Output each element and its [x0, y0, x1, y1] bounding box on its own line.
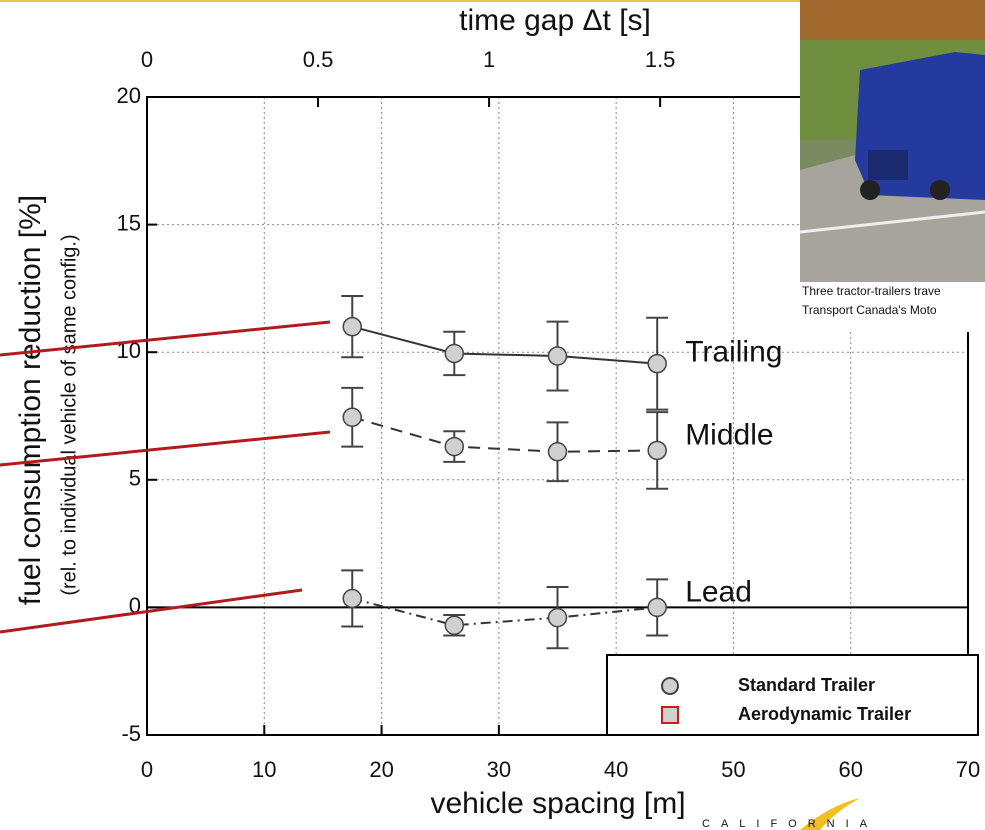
data-point	[648, 598, 666, 616]
legend-label: Aerodynamic Trailer	[738, 704, 911, 724]
series-label: Lead	[685, 575, 752, 608]
data-point	[445, 438, 463, 456]
photo-caption: Three tractor-trailers trave	[802, 284, 941, 298]
x-tick-label: 60	[838, 757, 862, 782]
logo-text: CALIFORNIA	[702, 818, 878, 830]
x2-tick-label: 0.5	[303, 47, 334, 72]
x2-tick-label: 1	[483, 47, 495, 72]
data-point	[343, 318, 361, 336]
x-tick-label: 70	[956, 757, 980, 782]
legend-marker	[662, 707, 678, 723]
y-tick-label: 15	[117, 210, 141, 235]
y-tick-label: -5	[121, 721, 141, 746]
x2-tick-label: 0	[141, 47, 153, 72]
series-label: Trailing	[685, 336, 782, 369]
data-point	[648, 441, 666, 459]
data-point	[445, 344, 463, 362]
data-point	[549, 609, 567, 627]
data-point	[549, 347, 567, 365]
screenshot: 01020304050607000.511.5-505101520Trailin…	[0, 0, 985, 830]
x-tick-label: 20	[369, 757, 393, 782]
x-tick-label: 50	[721, 757, 745, 782]
photo-caption: Transport Canada's Moto	[802, 303, 937, 317]
y-axis-sublabel: (rel. to individual vehicle of same conf…	[58, 234, 80, 595]
x-tick-label: 0	[141, 757, 153, 782]
data-point	[343, 408, 361, 426]
y-axis-label: fuel consumption reduction [%]	[14, 195, 47, 605]
x-tick-label: 40	[604, 757, 628, 782]
series-label: Middle	[685, 418, 773, 451]
y-tick-label: 5	[129, 466, 141, 491]
x-tick-label: 30	[487, 757, 511, 782]
x2-tick-label: 1.5	[645, 47, 676, 72]
data-point	[549, 443, 567, 461]
data-point	[648, 355, 666, 373]
data-point	[343, 589, 361, 607]
x2-axis-label: time gap Δt [s]	[459, 4, 651, 37]
x-tick-label: 10	[252, 757, 276, 782]
y-tick-label: 20	[117, 83, 141, 108]
data-point	[445, 616, 463, 634]
legend-label: Standard Trailer	[738, 675, 875, 695]
legend-marker	[662, 678, 678, 694]
x-axis-label: vehicle spacing [m]	[430, 787, 685, 820]
photo	[800, 0, 985, 332]
